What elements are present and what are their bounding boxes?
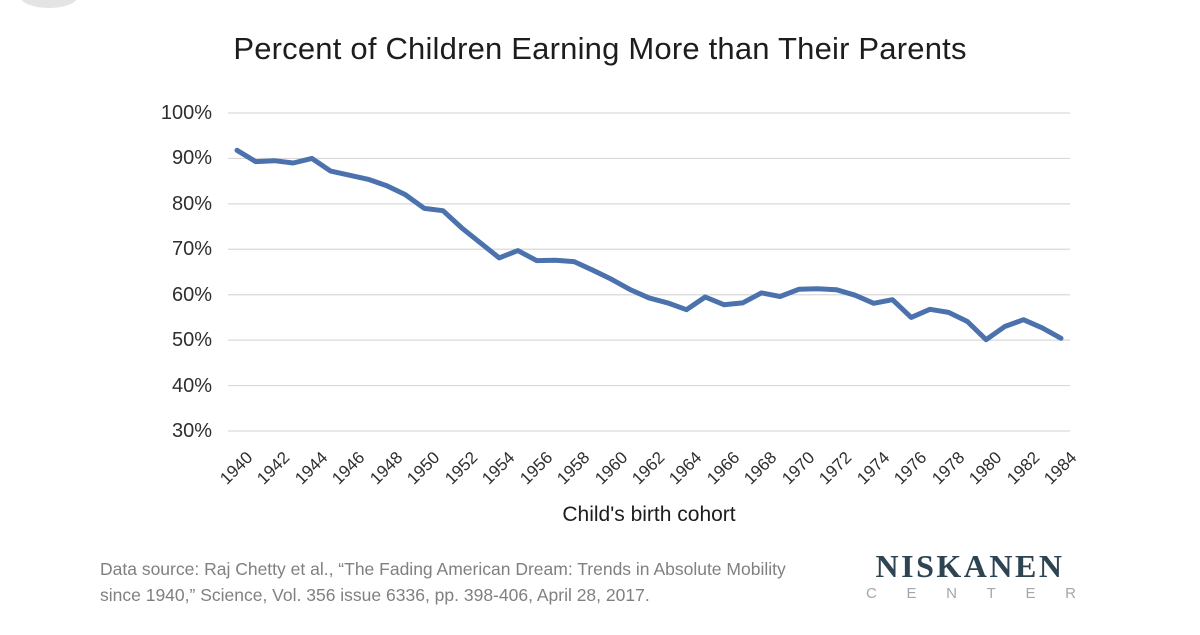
- x-tick-label: 1952: [440, 448, 482, 489]
- x-tick-label: 1960: [590, 448, 631, 489]
- x-tick-label: 1978: [927, 448, 969, 489]
- y-tick-label: 80%: [171, 192, 212, 215]
- logo-subtitle-letter: E: [906, 585, 917, 602]
- data-line: [234, 147, 1064, 343]
- x-tick-label: 1982: [1002, 448, 1043, 489]
- logo-subtitle-letter: N: [946, 585, 957, 602]
- data-source-note: Data source: Raj Chetty et al., “The Fad…: [100, 556, 830, 608]
- x-tick-label: 1984: [1040, 448, 1081, 489]
- x-tick-label: 1970: [778, 448, 819, 489]
- x-tick-label: 1974: [852, 448, 894, 489]
- x-tick-label: 1956: [515, 448, 557, 489]
- y-tick-label: 60%: [171, 283, 212, 306]
- x-tick-label: 1950: [403, 448, 444, 489]
- niskanen-logo: NISKANEN C E N T E R: [858, 549, 1082, 602]
- x-tick-label: 1972: [815, 448, 856, 489]
- y-tick-label: 100%: [160, 102, 212, 124]
- x-tick-label: 1976: [890, 448, 931, 489]
- x-tick-label: 1958: [553, 448, 594, 489]
- x-tick-label: 1946: [328, 448, 369, 489]
- x-tick-label: 1964: [665, 448, 706, 489]
- y-tick-label: 50%: [171, 329, 212, 352]
- source-line-2: since 1940,” Science, Vol. 356 issue 633…: [100, 585, 650, 605]
- x-tick-label: 1966: [703, 448, 744, 489]
- x-tick-label: 1962: [628, 448, 669, 489]
- logo-subtitle-letter: T: [986, 585, 996, 602]
- logo-wordmark: NISKANEN: [875, 548, 1065, 584]
- x-axis-title: Child's birth cohort: [562, 503, 736, 526]
- y-tick-label: 30%: [171, 420, 212, 442]
- corner-artifact: [20, 0, 78, 8]
- x-tick-label: 1948: [366, 448, 407, 489]
- plot-area: [228, 112, 1070, 432]
- chart-title: Percent of Children Earning More than Th…: [233, 31, 967, 66]
- x-tick-label: 1944: [291, 448, 332, 489]
- y-tick-label: 90%: [171, 147, 212, 170]
- logo-subtitle-letter: E: [1025, 585, 1036, 602]
- x-tick-label: 1942: [253, 448, 294, 489]
- x-tick-label: 1968: [740, 448, 781, 489]
- y-tick-label: 70%: [171, 238, 212, 261]
- x-tick-label: 1980: [965, 448, 1006, 489]
- source-line-1: Data source: Raj Chetty et al., “The Fad…: [100, 559, 786, 579]
- logo-subtitle-letter: C: [866, 585, 877, 602]
- x-tick-label: 1940: [216, 448, 257, 489]
- logo-subtitle-letter: R: [1065, 585, 1076, 602]
- x-tick-label: 1954: [478, 448, 519, 489]
- y-tick-label: 40%: [171, 374, 212, 397]
